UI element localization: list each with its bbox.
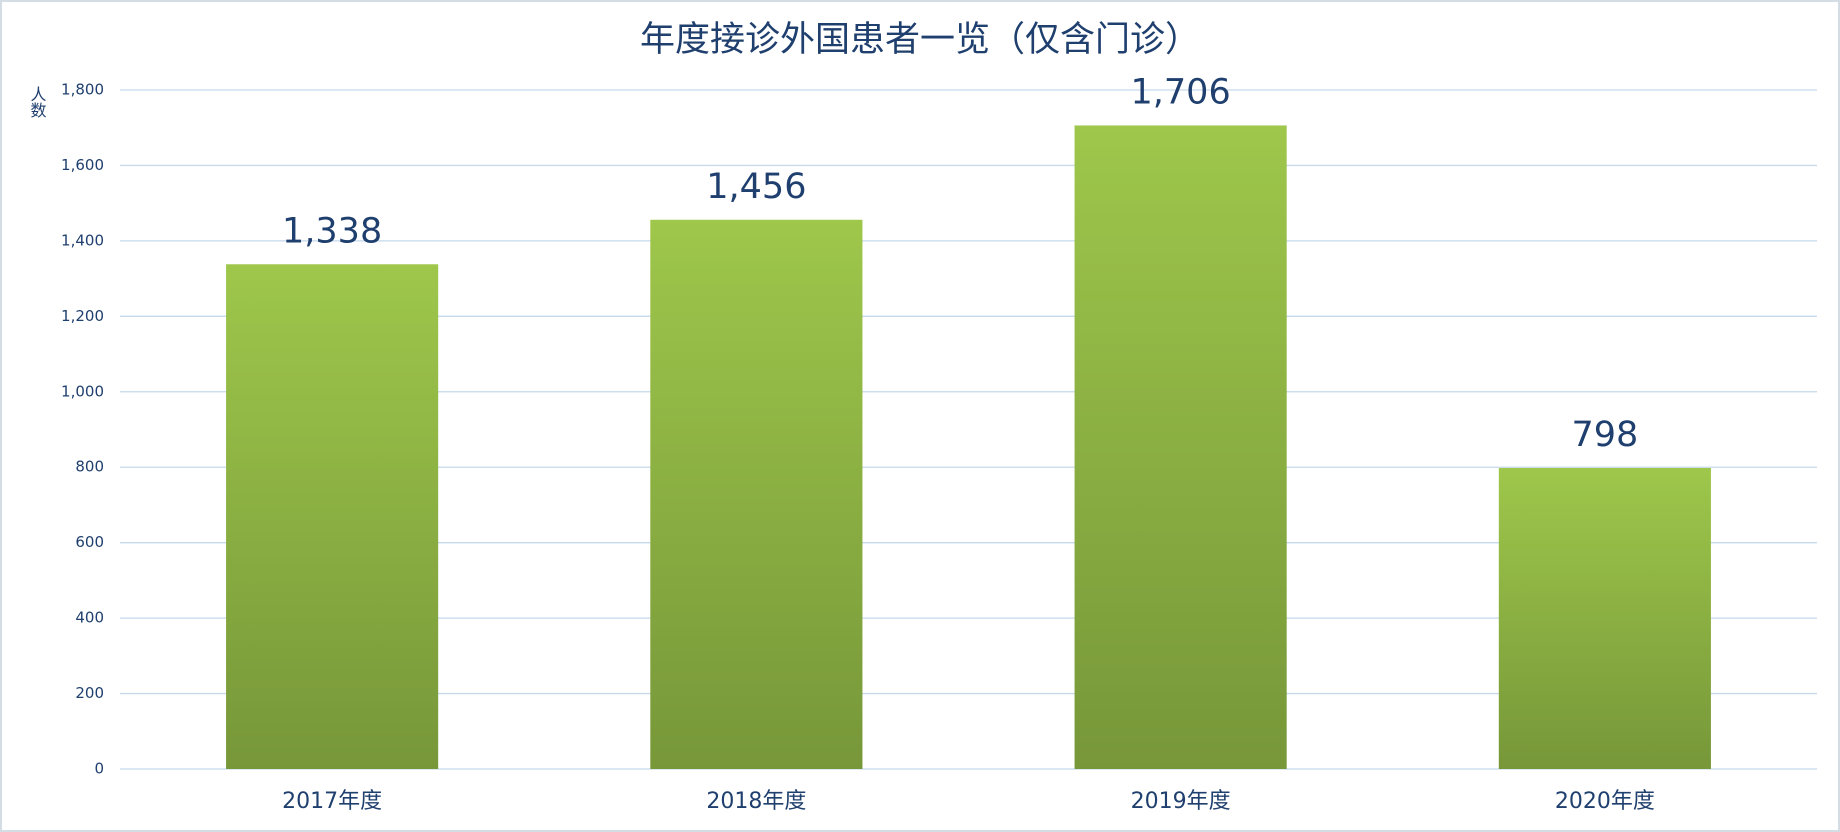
y-tick-label: 1,400 — [61, 231, 104, 249]
y-tick-label: 1,000 — [61, 382, 104, 400]
x-tick-label: 2018年度 — [706, 789, 806, 814]
y-tick-label: 400 — [75, 609, 104, 627]
y-tick-label: 800 — [75, 458, 104, 476]
chart-title: 年度接诊外国患者一览（仅含门诊） — [640, 20, 1200, 60]
y-tick-label: 0 — [94, 760, 104, 778]
value-label: 1,456 — [706, 167, 806, 207]
x-tick-label: 2020年度 — [1555, 789, 1655, 814]
y-tick-label: 1,200 — [61, 307, 104, 325]
y-tick-label: 1,800 — [61, 81, 104, 99]
y-axis-label: 人数 — [28, 86, 47, 118]
x-tick-label: 2019年度 — [1131, 789, 1231, 814]
y-tick-label: 600 — [75, 533, 104, 551]
bar — [650, 219, 863, 769]
bar — [1074, 125, 1287, 770]
value-label: 798 — [1571, 415, 1638, 455]
y-tick-label: 200 — [75, 684, 104, 702]
bar — [1498, 467, 1711, 769]
y-tick-label: 1,600 — [61, 156, 104, 174]
value-label: 1,706 — [1131, 72, 1231, 112]
bar — [226, 264, 439, 769]
x-tick-label: 2017年度 — [282, 789, 382, 814]
value-label: 1,338 — [282, 211, 382, 251]
